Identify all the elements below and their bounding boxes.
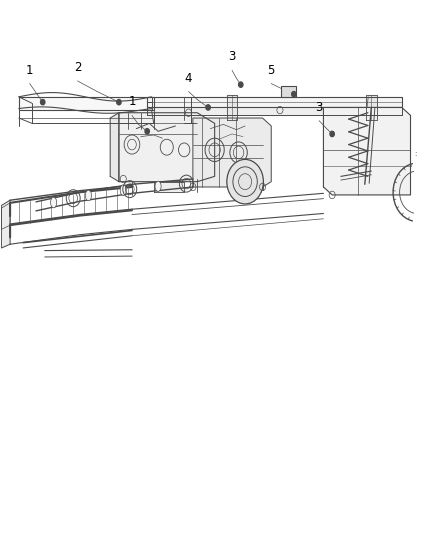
Polygon shape [154, 182, 184, 192]
Text: 5: 5 [268, 63, 275, 77]
Polygon shape [147, 108, 402, 115]
Polygon shape [227, 95, 237, 119]
Circle shape [145, 128, 149, 134]
Ellipse shape [120, 185, 126, 196]
Text: :: : [414, 150, 417, 157]
Circle shape [227, 159, 263, 204]
Circle shape [292, 92, 296, 97]
Text: 1: 1 [128, 95, 136, 109]
Ellipse shape [85, 190, 92, 201]
Polygon shape [19, 97, 154, 110]
Circle shape [41, 100, 45, 105]
Polygon shape [366, 95, 377, 119]
Text: 4: 4 [185, 71, 192, 85]
Text: 2: 2 [74, 61, 81, 74]
Circle shape [206, 105, 210, 110]
Circle shape [239, 82, 243, 87]
Polygon shape [119, 113, 215, 182]
Polygon shape [193, 118, 271, 187]
Circle shape [330, 131, 334, 136]
Text: 1: 1 [26, 63, 33, 77]
Polygon shape [147, 97, 402, 108]
Text: 3: 3 [315, 101, 323, 114]
Ellipse shape [155, 181, 161, 191]
Polygon shape [1, 200, 10, 248]
Circle shape [117, 100, 121, 105]
Text: 3: 3 [228, 51, 236, 63]
Ellipse shape [50, 197, 57, 208]
Polygon shape [323, 108, 410, 195]
Polygon shape [110, 113, 119, 182]
Bar [281, 86, 297, 97]
